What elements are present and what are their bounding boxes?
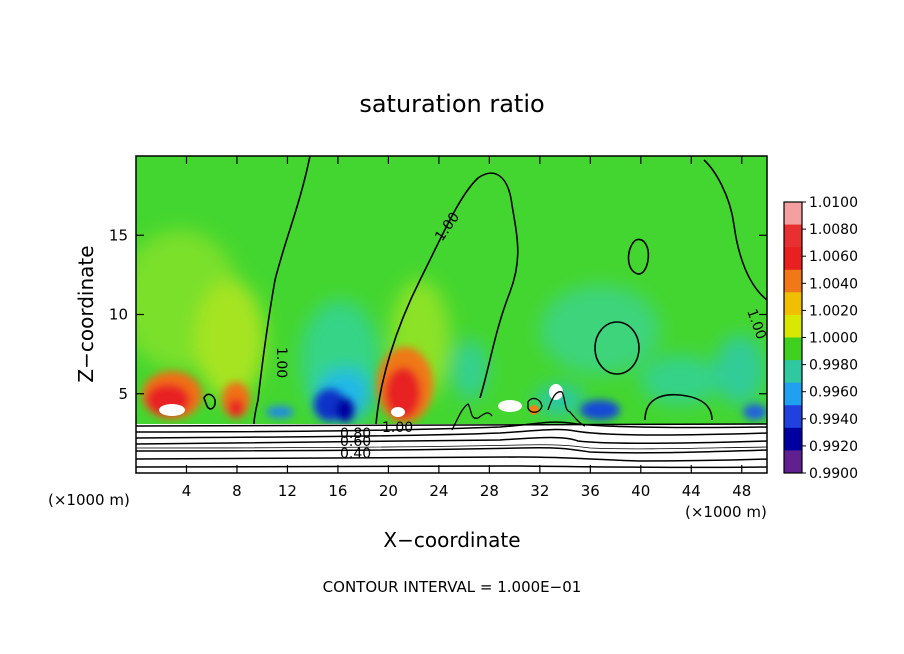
colorbar-swatch	[784, 292, 802, 316]
x-tick-label: 44	[682, 482, 701, 500]
x-tick-label: 36	[581, 482, 600, 500]
y-axis: 5 10 15	[109, 226, 767, 403]
x-tick-label: 24	[429, 482, 448, 500]
y-tick-label: 5	[118, 385, 128, 403]
x-tick-label: 28	[480, 482, 499, 500]
colorbar-label: 1.0080	[809, 222, 858, 238]
y-tick-label: 10	[109, 306, 128, 324]
contour-label-040: 0.40	[340, 446, 371, 462]
chart-title: saturation ratio	[359, 90, 544, 118]
x-tick-label: 16	[328, 482, 347, 500]
contour-label-080: 0.80	[340, 426, 371, 442]
plot-area	[136, 156, 767, 473]
x-unit-label-left: (×1000 m)	[48, 491, 130, 509]
colorbar-swatch	[784, 224, 802, 248]
colorbar-swatch	[784, 269, 802, 293]
y-tick-label: 15	[109, 226, 128, 244]
colorbar-label: 0.9940	[809, 412, 858, 428]
colorbar-swatch	[784, 360, 802, 384]
y-axis-title: Z−coordinate	[74, 245, 98, 382]
colorbar-label: 1.0060	[809, 249, 858, 265]
colorbar-swatch	[784, 337, 802, 361]
colorbar: 1.0100 1.0080 1.0060 1.0040 1.0020 1.0000 0.99…	[783, 195, 858, 482]
x-tick-label: 20	[379, 482, 398, 500]
x-axis-title: X−coordinate	[383, 528, 520, 552]
colorbar-swatch	[784, 450, 802, 474]
contour-interval-note: CONTOUR INTERVAL = 1.000E−01	[323, 578, 582, 596]
x-unit-label-right: (×1000 m)	[685, 503, 767, 521]
x-tick-label: 40	[631, 482, 650, 500]
colorbar-label: 0.9920	[809, 439, 858, 455]
colorbar-label: 1.0100	[809, 195, 858, 211]
x-tick-label: 32	[530, 482, 549, 500]
x-tick-label: 8	[232, 482, 242, 500]
colorbar-label: 0.9900	[809, 466, 858, 482]
contour-label-100-left: 1.00	[273, 347, 289, 378]
x-tick-label: 4	[182, 482, 192, 500]
colorbar-label: 0.9960	[809, 385, 858, 401]
colorbar-swatch	[784, 314, 802, 338]
contour-lines	[203, 156, 767, 425]
colorbar-label: 0.9980	[809, 358, 858, 374]
colorbar-label: 1.0040	[809, 276, 858, 292]
contour-ragged	[451, 391, 586, 431]
contour-lines-lower	[136, 421, 767, 469]
colorbar-label: 1.0000	[809, 331, 858, 347]
x-axis: 4 8 12 16 20 24 28 32 36 40 44 48	[182, 156, 751, 500]
colorbar-swatch	[784, 427, 802, 451]
colorbar-swatch	[784, 405, 802, 429]
contour-label-060: 0.60	[340, 434, 371, 450]
colorbar-swatch	[784, 382, 802, 406]
colorbar-swatch	[784, 202, 802, 226]
colorbar-swatch	[784, 247, 802, 271]
contour-label-100-low: 1.00	[382, 420, 413, 436]
colorbar-label: 1.0020	[809, 303, 858, 319]
x-tick-label: 48	[732, 482, 751, 500]
x-tick-label: 12	[278, 482, 297, 500]
